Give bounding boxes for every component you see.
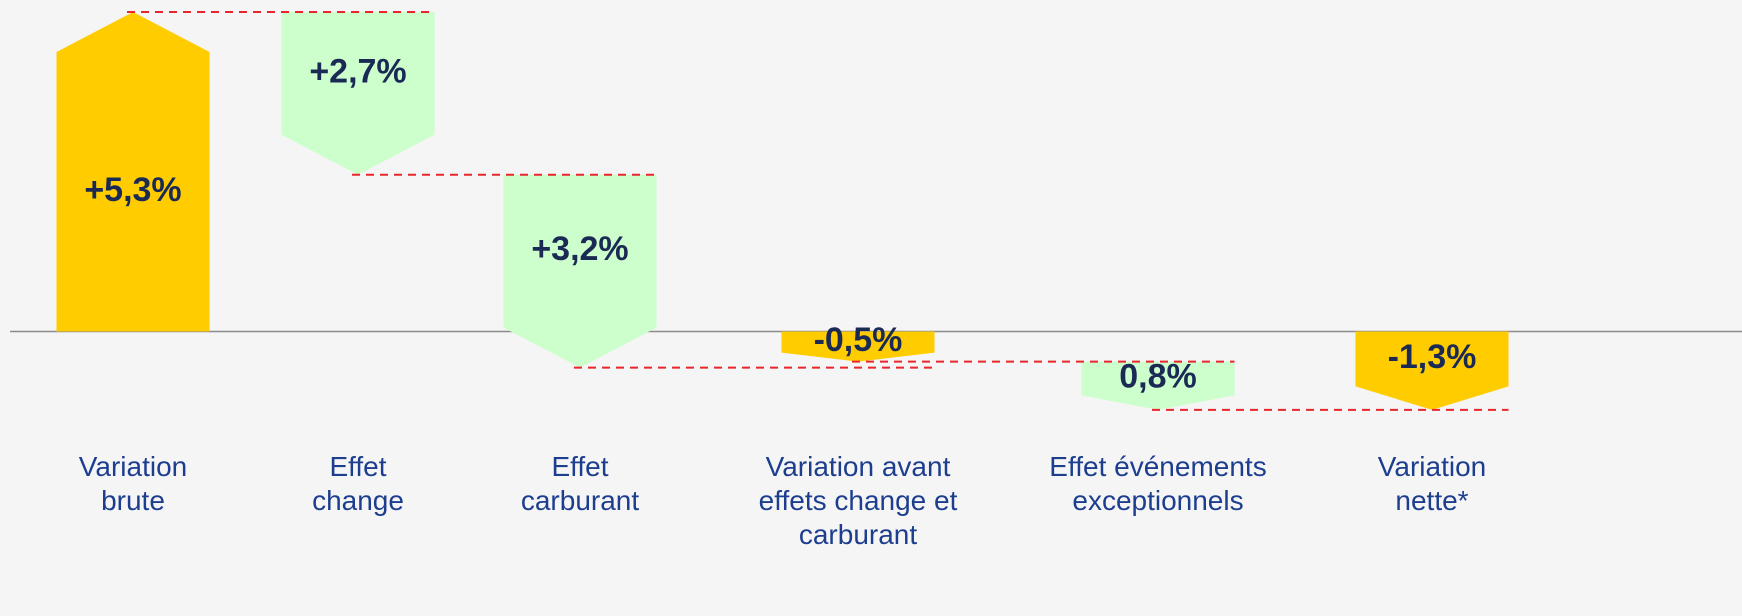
- bar: [56, 12, 210, 332]
- category-label: Effet change: [312, 451, 404, 516]
- category-label: Variation avant effets change et carbura…: [758, 451, 958, 550]
- value-label: 0,8%: [1119, 358, 1197, 396]
- category-label: Variation nette*: [1377, 451, 1487, 516]
- category-label: Variation brute: [78, 451, 188, 516]
- value-label: +3,2%: [531, 230, 628, 268]
- value-label: -1,3%: [1388, 338, 1477, 376]
- category-label: Effet événements exceptionnels: [1049, 451, 1267, 516]
- bar: [281, 12, 435, 175]
- value-label: +5,3%: [84, 171, 181, 209]
- value-label: -0,5%: [814, 321, 903, 359]
- bar: [1355, 331, 1509, 410]
- category-label: Effet carburant: [520, 451, 640, 516]
- bar: [1081, 361, 1235, 410]
- value-label: +2,7%: [309, 52, 406, 90]
- bar: [781, 331, 935, 362]
- bar: [503, 174, 657, 368]
